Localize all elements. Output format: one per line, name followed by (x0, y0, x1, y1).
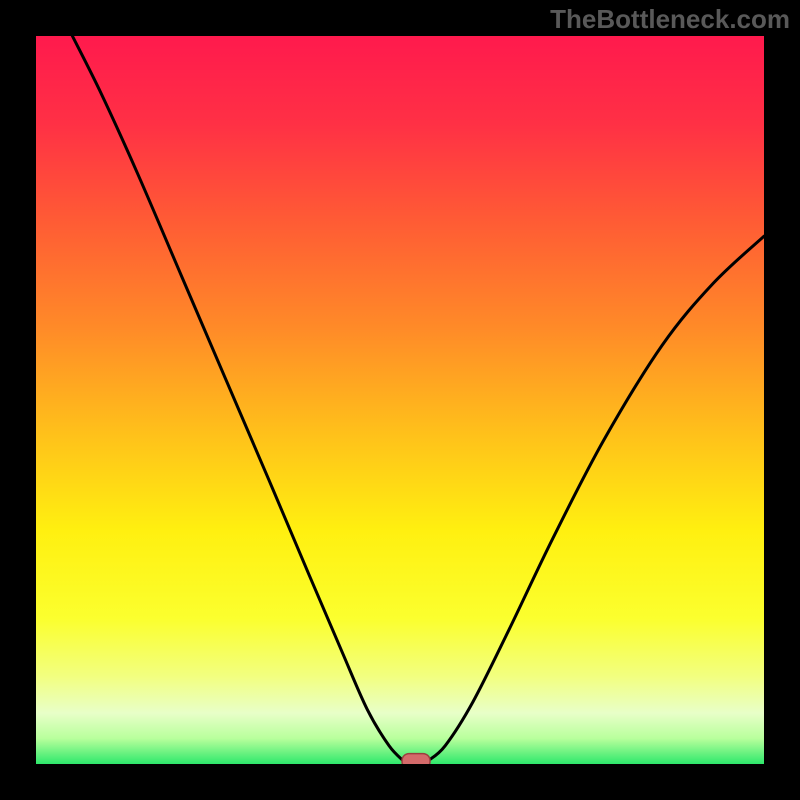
plot-area (36, 36, 764, 764)
chart-svg (36, 36, 764, 764)
optimum-marker (402, 754, 430, 764)
gradient-background (36, 36, 764, 764)
watermark-text: TheBottleneck.com (550, 4, 790, 35)
